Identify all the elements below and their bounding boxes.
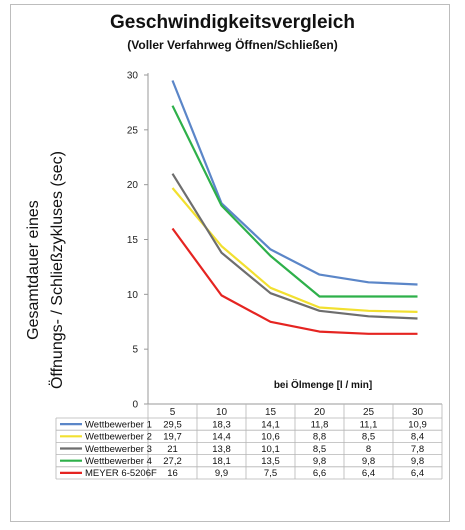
data-label: 11,1 <box>360 419 378 430</box>
data-label: 18,3 <box>212 419 231 430</box>
data-label: 9,9 <box>215 468 228 479</box>
data-label: 13,8 <box>212 444 231 455</box>
x-tick-label: 10 <box>216 407 228 418</box>
x-tick-label: 20 <box>314 407 326 418</box>
data-label: 8,5 <box>362 432 375 443</box>
data-label: 7,8 <box>411 444 424 455</box>
series-line <box>171 80 418 286</box>
data-label: 29,5 <box>163 419 182 430</box>
series-line <box>171 187 418 313</box>
y-tick-label: 5 <box>132 345 138 356</box>
data-label: 8,5 <box>313 444 326 455</box>
data-label: 11,8 <box>311 419 329 430</box>
legend-label: Wettbewerber 4 <box>85 456 152 467</box>
chart-subtitle: (Voller Verfahrweg Öffnen/Schließen) <box>127 38 338 52</box>
chart-title: Geschwindigkeitsvergleich <box>110 12 355 33</box>
y-tick-label: 20 <box>127 180 139 191</box>
y-tick-label: 10 <box>127 290 139 301</box>
y-tick-label: 30 <box>127 71 139 82</box>
data-label: 9,8 <box>411 456 424 467</box>
chart-frame <box>10 4 450 522</box>
x-axis-title: bei Ölmenge [l / min] <box>274 378 372 391</box>
x-tick-label: 30 <box>412 407 424 418</box>
x-tick-label: 5 <box>170 407 176 418</box>
data-label: 9,8 <box>362 456 375 467</box>
data-label: 10,9 <box>408 419 427 430</box>
legend-label: MEYER 6-5206F <box>85 468 157 479</box>
y-tick-label: 0 <box>132 400 138 411</box>
data-label: 14,1 <box>261 419 280 430</box>
data-label: 14,4 <box>212 432 231 443</box>
data-label: 27,2 <box>163 456 182 467</box>
data-label: 21 <box>167 444 178 455</box>
data-label: 10,1 <box>261 444 280 455</box>
data-label: 8 <box>366 444 371 455</box>
legend-label: Wettbewerber 3 <box>85 444 152 455</box>
legend-label: Wettbewerber 2 <box>85 432 152 443</box>
data-label: 8,8 <box>313 432 326 443</box>
series-line <box>171 173 418 320</box>
x-tick-label: 15 <box>265 407 277 418</box>
data-label: 13,5 <box>261 456 280 467</box>
x-tick-label: 25 <box>363 407 375 418</box>
data-label: 9,8 <box>313 456 326 467</box>
data-label: 6,4 <box>411 468 424 479</box>
data-label: 6,6 <box>313 468 326 479</box>
legend-label: Wettbewerber 1 <box>85 419 152 430</box>
data-label: 8,4 <box>411 432 424 443</box>
data-label: 16 <box>167 468 178 479</box>
series-line <box>171 227 418 335</box>
data-label: 10,6 <box>261 432 280 443</box>
y-tick-label: 25 <box>127 125 139 136</box>
data-label: 6,4 <box>362 468 375 479</box>
data-label: 7,5 <box>264 468 277 479</box>
data-label: 18,1 <box>212 456 231 467</box>
series-line <box>171 105 418 298</box>
y-tick-label: 15 <box>127 235 139 246</box>
data-label: 19,7 <box>163 432 182 443</box>
